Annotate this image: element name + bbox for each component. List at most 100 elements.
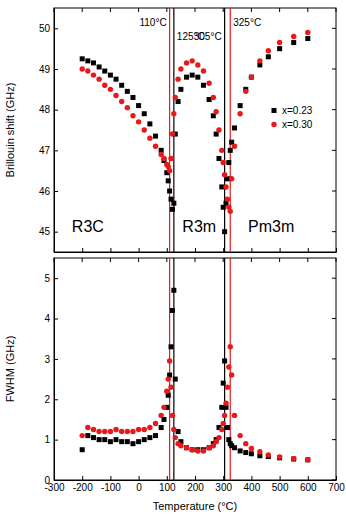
legend-label: x=0.23 [282,105,313,116]
data-point [166,376,171,381]
x-tick [82,248,83,252]
data-point [153,421,158,426]
series [80,30,311,214]
plot-area [80,8,311,252]
data-point [249,446,254,451]
data-point [136,103,141,108]
transition-line [173,8,174,252]
data-point [147,121,152,126]
data-point [232,144,237,149]
data-point [219,148,224,153]
data-point [184,75,189,80]
data-point [153,433,158,438]
x-tick-mark-top [138,8,139,12]
data-point [277,40,282,45]
y-tick: 4 [44,313,58,324]
data-point [171,288,176,293]
data-point [201,68,206,73]
data-point [147,425,152,430]
data-point [108,429,113,434]
x-tick-mark-top [279,8,280,12]
data-point [142,111,147,116]
x-tick-label: 300 [215,482,232,493]
data-point [142,437,147,442]
phase-label: R3m [182,218,216,235]
data-point [130,95,135,100]
data-point [147,435,152,440]
x-tick-mark-top [110,258,111,262]
y-tick-label: 50 [39,23,51,34]
data-point [232,413,237,418]
y-tick-mark-right [332,318,336,319]
x-tick-label: 200 [187,482,204,493]
y-tick-mark-right [332,399,336,400]
data-point [223,401,228,406]
data-point [173,435,178,440]
x-tick-mark-top [336,258,337,262]
data-point [102,83,107,88]
data-point [223,184,228,189]
y-tick-mark [54,359,58,360]
data-point [136,439,141,444]
data-point [80,433,85,438]
x-tick-label: 100 [159,482,176,493]
x-tick: 700 [328,476,345,493]
x-tick-mark-top [251,258,252,262]
data-point [130,441,135,446]
data-point [170,207,175,212]
x-tick-mark [167,476,168,480]
x-tick-mark [195,248,196,252]
data-point [190,447,195,452]
data-point [168,384,173,389]
data-point [195,75,200,80]
x-tick-label: -100 [101,482,121,493]
y-tick: 3 [44,354,58,365]
data-point [277,454,282,459]
data-point [102,429,107,434]
data-point [113,93,118,98]
data-point [291,456,296,461]
y-tick: 5 [44,273,58,284]
data-point [171,201,176,206]
y-tick-mark [54,110,58,111]
y-tick-label: 0 [44,475,50,486]
data-point [201,83,206,88]
data-point [237,433,242,438]
y-axis: 012345 [44,259,58,486]
data-point [291,40,296,45]
data-point [228,344,233,349]
y-tick-mark [54,191,58,192]
transition-line [230,8,231,252]
data-point [243,441,248,446]
x-tick: 400 [244,476,261,493]
plot-frame [54,258,336,480]
x-axis: -300-200-1000100200300400500600700 [44,476,345,493]
y-tick: 45 [39,226,58,237]
x-axis-line [55,252,337,253]
data-point [228,209,233,214]
data-point [232,125,237,130]
x-tick-mark-top [110,8,111,12]
data-point [80,56,85,61]
data-point [125,105,130,110]
x-tick-mark-top [82,8,83,12]
x-tick-mark-top [82,258,83,262]
series [80,288,311,463]
data-point [159,425,164,430]
data-point [175,76,180,81]
data-point [305,30,310,35]
x-tick-label: 500 [272,482,289,493]
data-point [91,60,96,65]
data-point [305,457,310,462]
x-tick-mark [280,476,281,480]
y-axis-line [54,259,55,481]
y-tick-label: 4 [44,313,50,324]
y-tick-label: 5 [44,273,50,284]
x-tick-mark [336,248,337,252]
data-point [178,66,183,71]
data-point [195,448,200,453]
y-tick: 50 [39,23,58,34]
transition-label: 325°C [233,17,261,28]
data-point [178,443,183,448]
data-point [142,127,147,132]
